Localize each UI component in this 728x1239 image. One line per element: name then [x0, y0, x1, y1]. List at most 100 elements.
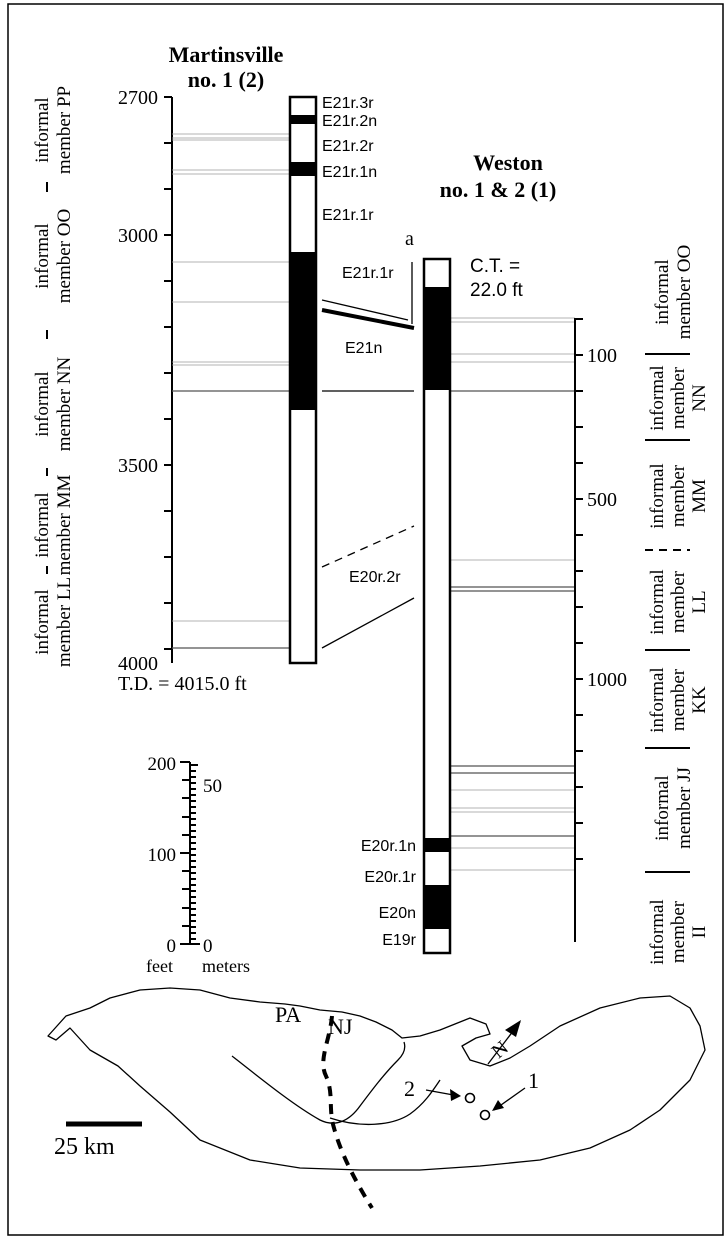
weston-section: Weston no. 1 & 2 (1) a C.T. = 22.0 ft: [361, 150, 710, 965]
svg-text:member: member: [668, 464, 689, 527]
svg-text:informal: informal: [647, 899, 668, 964]
weston-log-lines: [450, 317, 575, 871]
map-scale-label: 25 km: [54, 1134, 115, 1160]
location-map: [47, 987, 706, 1210]
scale-meters-0: 0: [203, 936, 213, 957]
weston-zone-e19r: E19r: [382, 932, 416, 949]
svg-text:informal: informal: [652, 259, 673, 324]
martinsville-tick-3000: 3000: [118, 225, 158, 247]
svg-text:NN: NN: [689, 384, 710, 412]
svg-text:member JJ: member JJ: [674, 767, 695, 849]
svg-text:informal: informal: [647, 667, 668, 732]
martinsville-log-lines: [172, 133, 290, 649]
scale-feet-0: 0: [167, 936, 177, 957]
vertical-scale-bar: [180, 761, 200, 945]
svg-text:member: member: [668, 668, 689, 731]
weston-normal-e20r1n: [424, 838, 450, 852]
map-label-nj: NJ: [328, 1014, 353, 1039]
svg-text:member OO: member OO: [54, 209, 75, 303]
figure-frame: [7, 3, 724, 1236]
martinsville-normal-e21r1n: [290, 162, 316, 176]
svg-text:member: member: [668, 366, 689, 429]
weston-zone-e21n: E21n: [345, 340, 382, 357]
site-1-arrowhead: [492, 1100, 504, 1111]
weston-member-ii: informal member II: [647, 899, 710, 964]
weston-title-line1: Weston: [473, 150, 543, 175]
martinsville-member-nn: informal member NN: [32, 357, 75, 452]
weston-member-oo: informal member OO: [652, 245, 695, 339]
martinsville-tick-2700: 2700: [118, 87, 158, 109]
svg-text:member MM: member MM: [54, 475, 75, 576]
weston-tick-1000: 1000: [587, 669, 627, 691]
svg-text:KK: KK: [689, 686, 710, 714]
weston-title-line2: no. 1 & 2 (1): [440, 177, 557, 202]
scale-feet-label: feet: [146, 956, 173, 976]
weston-zone-e21r1r: E21r.1r: [342, 265, 394, 282]
weston-zone-e20n: E20n: [379, 905, 416, 922]
map-label-site-1: 1: [528, 1068, 539, 1093]
weston-member-kk: informal member KK: [647, 667, 710, 732]
weston-zone-e20r2r: E20r.2r: [349, 569, 401, 586]
martinsville-normal-e21n: [290, 252, 316, 410]
scale-feet-100: 100: [148, 845, 177, 866]
weston-zone-e20r1n: E20r.1n: [361, 838, 416, 855]
svg-text:informal: informal: [647, 463, 668, 528]
martinsville-tick-4000: 4000: [118, 653, 158, 675]
svg-text:member: member: [668, 900, 689, 963]
site-2-marker: [464, 1092, 476, 1104]
svg-text:informal: informal: [32, 371, 53, 436]
martinsville-member-oo: informal member OO: [32, 209, 75, 303]
martinsville-section: Martinsville no. 1 (2) 2700 3000 3500 40…: [32, 42, 377, 695]
inner-fault-2: [329, 1079, 441, 1126]
svg-text:informal: informal: [652, 775, 673, 840]
scale-meters-50: 50: [203, 776, 222, 797]
martinsville-zone-e21r1r: E21r.1r: [322, 207, 374, 224]
weston-normal-e21n: [424, 287, 450, 390]
svg-text:LL: LL: [689, 590, 710, 613]
svg-text:member: member: [668, 570, 689, 633]
martinsville-title-line2: no. 1 (2): [188, 67, 264, 92]
martinsville-member-pp: informal member PP: [32, 86, 75, 174]
martinsville-member-ll: informal member LL: [32, 577, 75, 667]
martinsville-member-mm: informal member MM: [32, 475, 75, 576]
north-arrowhead: [505, 1020, 521, 1037]
svg-text:informal: informal: [32, 223, 53, 288]
weston-member-mm: informal member MM: [647, 463, 710, 528]
martinsville-zone-e21r3r: E21r.3r: [322, 95, 374, 112]
weston-member-nn: informal member NN: [647, 365, 710, 430]
svg-text:member NN: member NN: [54, 357, 75, 452]
weston-ct-line1: C.T. =: [470, 256, 520, 277]
weston-member-jj: informal member JJ: [652, 767, 695, 849]
site-2-arrowhead: [450, 1089, 461, 1101]
svg-text:MM: MM: [689, 479, 710, 513]
map-label-site-2: 2: [404, 1076, 415, 1101]
martinsville-zone-e21r2r: E21r.2r: [322, 138, 374, 155]
svg-text:informal: informal: [32, 492, 53, 557]
map-label-pa: PA: [275, 1002, 301, 1027]
martinsville-title-line1: Martinsville: [169, 42, 284, 67]
weston-marker-a: a: [405, 228, 414, 250]
martinsville-zone-e21r1n: E21r.1n: [322, 164, 377, 181]
martinsville-tick-3500: 3500: [118, 455, 158, 477]
svg-text:informal: informal: [647, 569, 668, 634]
inner-fault: [231, 1041, 406, 1124]
weston-ct-line2: 22.0 ft: [470, 280, 524, 301]
svg-text:II: II: [689, 926, 710, 939]
svg-text:informal: informal: [32, 97, 53, 162]
svg-text:member PP: member PP: [54, 86, 75, 174]
svg-text:member LL: member LL: [54, 577, 75, 667]
martinsville-zone-e21r2n: E21r.2n: [322, 113, 377, 130]
basin-outline: [47, 987, 706, 1171]
martinsville-td-label: T.D. = 4015.0 ft: [118, 673, 247, 695]
site-1-marker: [479, 1109, 491, 1121]
scale-meters-label: meters: [202, 956, 250, 976]
weston-member-ll: informal member LL: [647, 569, 710, 634]
martinsville-normal-e21r2n: [290, 115, 316, 124]
svg-text:informal: informal: [647, 365, 668, 430]
weston-tick-500: 500: [587, 489, 617, 511]
scale-feet-200: 200: [148, 754, 177, 775]
weston-tick-100: 100: [587, 345, 617, 367]
weston-axis-ticks: [575, 318, 583, 860]
pa-nj-border: [321, 1015, 374, 1210]
